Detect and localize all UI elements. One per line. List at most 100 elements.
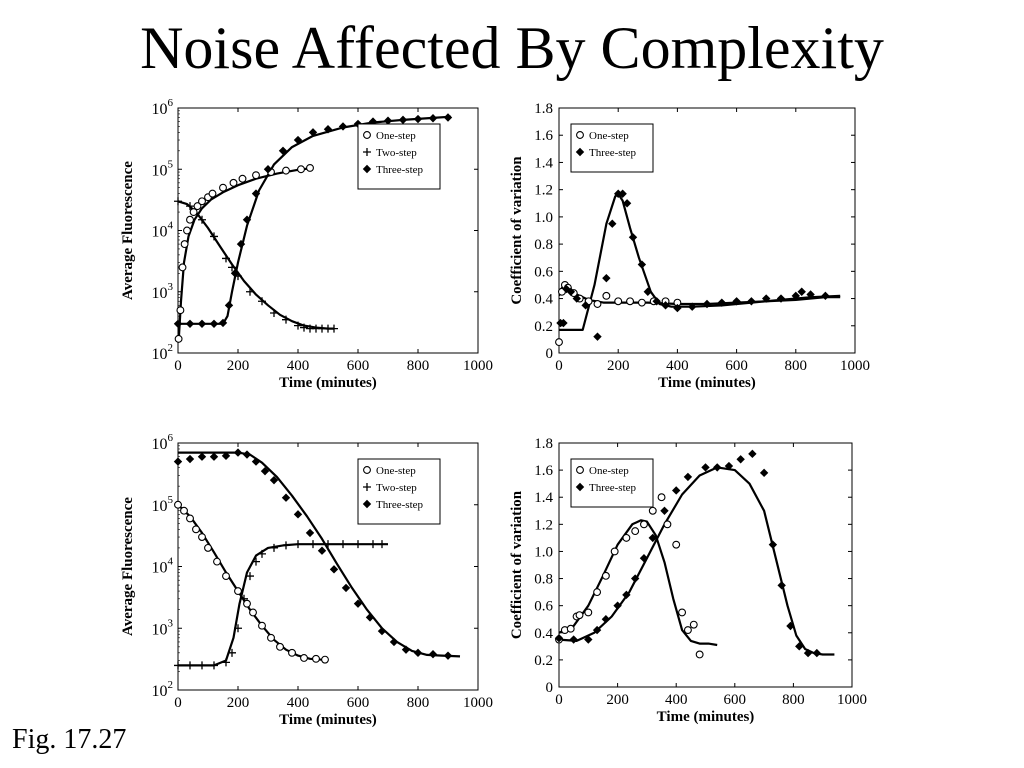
legend-marker-diamond bbox=[362, 164, 372, 174]
legend-label: Two-step bbox=[376, 482, 417, 494]
data-point bbox=[608, 219, 617, 228]
data-point bbox=[270, 308, 278, 317]
fit-curve bbox=[178, 200, 334, 330]
y-tick-label: 1.4 bbox=[534, 490, 553, 506]
data-point bbox=[198, 533, 206, 541]
fit-curve bbox=[178, 504, 328, 661]
data-point bbox=[224, 301, 234, 310]
x-tick-label: 800 bbox=[407, 695, 430, 711]
data-point bbox=[628, 233, 638, 242]
data-point bbox=[601, 571, 610, 580]
chart-top-right: 0 200 400 600 800 1000 0 0.2 0.4 0.6 0.8 1.0 1.2 1.4 1… bbox=[509, 101, 870, 391]
data-point bbox=[581, 301, 590, 310]
y-tick-label: 0.8 bbox=[534, 572, 553, 588]
data-point bbox=[174, 197, 182, 206]
legend-marker-circle bbox=[363, 131, 371, 139]
series-three-step bbox=[556, 189, 830, 341]
data-point bbox=[300, 654, 308, 662]
data-point bbox=[672, 540, 681, 549]
y-tick-label: 1.4 bbox=[534, 155, 553, 171]
data-point bbox=[192, 525, 200, 534]
series-one-step bbox=[555, 493, 704, 659]
y-tick-base: 10 bbox=[152, 560, 168, 577]
data-point bbox=[630, 574, 640, 583]
y-tick-label: 0.6 bbox=[534, 599, 553, 615]
y-tick-exponent: 6 bbox=[168, 97, 174, 109]
y-tick-exponent: 3 bbox=[168, 617, 174, 629]
data-point bbox=[193, 202, 202, 211]
data-point bbox=[236, 239, 246, 249]
legend-marker-circle bbox=[576, 131, 584, 139]
data-point bbox=[378, 540, 386, 549]
data-point bbox=[308, 128, 318, 137]
legend-label: Three-step bbox=[376, 499, 424, 511]
y-tick-base: 10 bbox=[152, 162, 168, 179]
x-tick-label: 200 bbox=[606, 692, 629, 708]
y-tick-exponent: 6 bbox=[168, 432, 174, 444]
data-point bbox=[768, 540, 778, 549]
data-point bbox=[297, 165, 305, 174]
data-point bbox=[222, 658, 230, 667]
x-tick-label: 400 bbox=[665, 692, 688, 708]
legend-marker-circle bbox=[576, 466, 584, 474]
series-one-step bbox=[174, 500, 329, 664]
data-point bbox=[258, 621, 266, 630]
fit-curve bbox=[178, 166, 314, 343]
legend-marker-diamond bbox=[575, 147, 585, 157]
y-tick-label: 105 bbox=[152, 158, 174, 179]
data-point bbox=[240, 594, 248, 603]
data-point bbox=[263, 165, 273, 174]
y-tick-label: 104 bbox=[152, 556, 174, 577]
data-point bbox=[663, 520, 672, 529]
data-point bbox=[640, 520, 648, 529]
data-point bbox=[323, 125, 333, 134]
legend-box bbox=[570, 123, 654, 173]
data-point bbox=[610, 547, 619, 556]
y-tick-label: 102 bbox=[152, 342, 174, 363]
data-point bbox=[213, 557, 221, 566]
x-tick-label: 0 bbox=[555, 692, 563, 708]
data-point bbox=[443, 113, 453, 122]
data-point bbox=[186, 215, 194, 224]
y-tick-exponent: 4 bbox=[168, 556, 174, 568]
data-point bbox=[186, 202, 194, 211]
legend-label: Three-step bbox=[589, 482, 637, 494]
y-tick-base: 10 bbox=[152, 224, 168, 241]
data-point bbox=[559, 318, 568, 328]
data-point bbox=[173, 457, 183, 466]
data-point bbox=[294, 321, 302, 330]
data-point bbox=[806, 290, 815, 299]
x-tick-label: 400 bbox=[287, 358, 310, 374]
legend: One-step Three-step bbox=[570, 123, 654, 173]
data-point bbox=[428, 649, 438, 659]
data-point bbox=[622, 199, 632, 208]
data-point bbox=[637, 260, 647, 269]
data-point bbox=[242, 450, 252, 459]
data-point bbox=[748, 449, 757, 459]
data-point bbox=[330, 324, 338, 333]
data-point bbox=[258, 297, 266, 306]
data-point bbox=[173, 319, 183, 328]
data-point bbox=[238, 174, 247, 183]
data-point bbox=[186, 661, 194, 670]
data-point bbox=[219, 183, 227, 192]
y-tick-label: 1.2 bbox=[534, 517, 553, 533]
data-point bbox=[185, 319, 195, 328]
x-tick-label: 0 bbox=[174, 358, 182, 374]
data-point bbox=[803, 648, 813, 658]
data-point bbox=[622, 533, 631, 542]
data-point bbox=[233, 448, 243, 457]
data-point bbox=[189, 208, 198, 217]
y-tick-label: 106 bbox=[152, 97, 174, 118]
data-point bbox=[176, 306, 185, 315]
y-tick-label: 106 bbox=[152, 432, 174, 453]
data-point bbox=[198, 215, 206, 224]
series-two-step bbox=[174, 540, 386, 670]
data-point bbox=[683, 626, 692, 635]
data-point bbox=[368, 117, 378, 126]
data-point bbox=[689, 620, 698, 629]
data-point bbox=[198, 197, 206, 206]
data-point bbox=[613, 601, 622, 610]
y-tick-label: 0 bbox=[546, 680, 554, 696]
data-point bbox=[338, 122, 348, 131]
